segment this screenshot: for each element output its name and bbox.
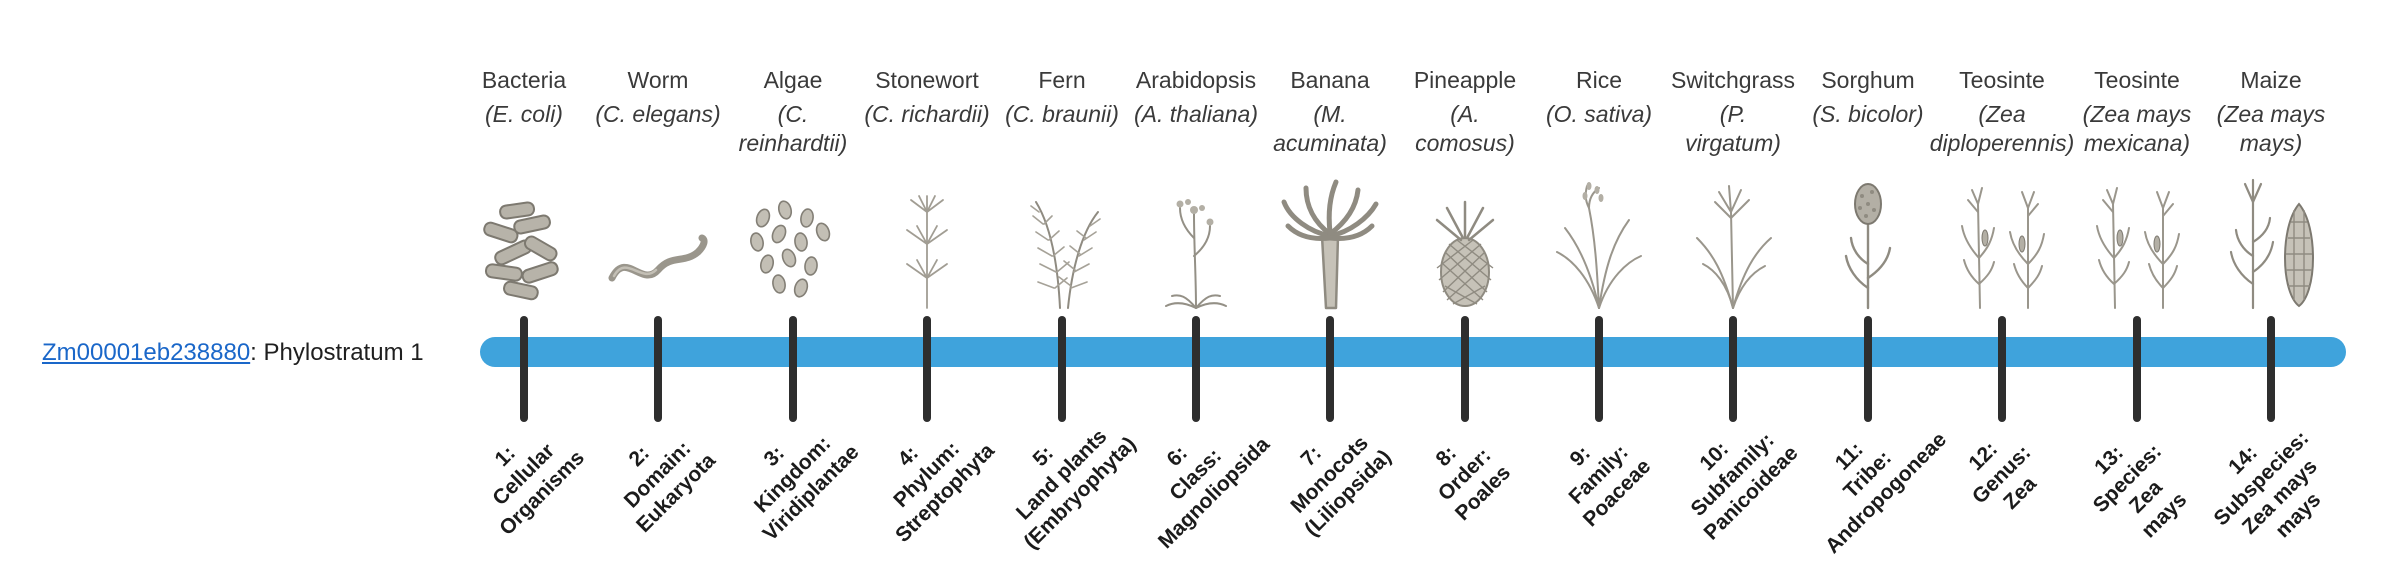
stratum-label: 7: Monocots (Liliopsida) xyxy=(1286,431,1396,541)
organism-header: Teosinte (Zea mays mexicana) xyxy=(2052,66,2222,158)
organism-common-name: Pineapple xyxy=(1413,67,1517,93)
teosinte-icon xyxy=(2052,164,2222,316)
stratum-label: 14: Subspecies: Zea mays mays xyxy=(2209,426,2326,543)
stratum-column: Stonewort (C. richardii) 4: Phylum: Stre… xyxy=(842,0,1012,580)
rice-icon xyxy=(1514,164,1684,316)
organism-header: Bacteria (E. coli) xyxy=(439,66,609,129)
organism-scientific-name: (C. reinhardtii) xyxy=(738,101,848,156)
organism-header: Stonewort (C. richardii) xyxy=(842,66,1012,129)
gene-id-link[interactable]: Zm00001eb238880 xyxy=(42,339,251,366)
stratum-label: 1: Cellular Organisms xyxy=(488,439,589,540)
stratum-column: Fern (C. braunii) 5: Land plants (Embryo… xyxy=(977,0,1147,580)
timeline-tick xyxy=(1729,316,1737,422)
organism-common-name: Maize xyxy=(2240,67,2302,93)
organism-header: Worm (C. elegans) xyxy=(573,66,743,129)
organism-scientific-name: (C. elegans) xyxy=(595,101,721,127)
phylostratum-text: : Phylostratum 1 xyxy=(250,339,424,366)
fern-icon xyxy=(977,164,1147,316)
timeline-tick xyxy=(1461,316,1469,422)
organism-scientific-name: (Zea mays mays) xyxy=(2216,101,2326,156)
organism-common-name: Switchgrass xyxy=(1671,67,1795,93)
timeline-tick xyxy=(923,316,931,422)
organism-common-name: Banana xyxy=(1290,67,1370,93)
timeline-tick xyxy=(1326,316,1334,422)
organism-scientific-name: (C. braunii) xyxy=(1005,101,1119,127)
organism-common-name: Rice xyxy=(1575,67,1622,93)
organism-scientific-name: (E. coli) xyxy=(485,101,563,127)
pineapple-icon xyxy=(1380,164,1550,316)
stratum-column: Worm (C. elegans) 2: Domain: Eukaryota xyxy=(573,0,743,580)
stratum-column: Pineapple (A. comosus) 8: Order: Poales xyxy=(1380,0,1550,580)
organism-common-name: Worm xyxy=(627,67,689,93)
timeline-tick xyxy=(1058,316,1066,422)
organism-scientific-name: (P. virgatum) xyxy=(1685,101,1781,156)
stratum-column: Switchgrass (P. virgatum) 10: Subfamily:… xyxy=(1648,0,1818,580)
organism-header: Pineapple (A. comosus) xyxy=(1380,66,1550,158)
organism-common-name: Sorghum xyxy=(1821,67,1915,93)
stratum-label: 9: Family: Poaceae xyxy=(1564,440,1656,532)
stratum-column: Maize (Zea mays mays) 14: Subspecies: Ze… xyxy=(2186,0,2356,580)
algae-icon xyxy=(708,164,878,316)
timeline-tick xyxy=(2133,316,2141,422)
maize-icon xyxy=(2186,164,2356,316)
timeline-tick xyxy=(520,316,528,422)
timeline-tick xyxy=(1864,316,1872,422)
gene-label: Zm00001eb238880: Phylostratum 1 xyxy=(42,339,424,367)
organism-common-name: Teosinte xyxy=(2094,67,2180,93)
organism-common-name: Fern xyxy=(1038,67,1086,93)
stratum-column: Bacteria (E. coli) 1: Cellular Organisms xyxy=(439,0,609,580)
organism-scientific-name: (A. thaliana) xyxy=(1133,101,1258,127)
organism-common-name: Arabidopsis xyxy=(1135,67,1257,93)
timeline-tick xyxy=(789,316,797,422)
sorghum-icon xyxy=(1783,164,1953,316)
timeline-tick xyxy=(1192,316,1200,422)
organism-header: Rice (O. sativa) xyxy=(1514,66,1684,129)
stonewort-icon xyxy=(842,164,1012,316)
arabidopsis-icon xyxy=(1111,164,1281,316)
organism-header: Arabidopsis (A. thaliana) xyxy=(1111,66,1281,129)
organism-header: Sorghum (S. bicolor) xyxy=(1783,66,1953,129)
organism-scientific-name: (A. comosus) xyxy=(1415,101,1515,156)
organism-scientific-name: (O. sativa) xyxy=(1545,101,1653,127)
organism-header: Teosinte (Zea diploperennis) xyxy=(1917,66,2087,158)
organism-header: Maize (Zea mays mays) xyxy=(2186,66,2356,158)
banana-icon xyxy=(1245,164,1415,316)
switchgrass-icon xyxy=(1648,164,1818,316)
stratum-column: Rice (O. sativa) 9: Family: Poaceae xyxy=(1514,0,1684,580)
organism-scientific-name: (Zea mays mexicana) xyxy=(2082,101,2192,156)
stratum-label: 13: Species: Zea mays xyxy=(2088,439,2192,543)
organism-header: Algae (C. reinhardtii) xyxy=(708,66,878,158)
organism-common-name: Algae xyxy=(763,67,823,93)
organism-scientific-name: (S. bicolor) xyxy=(1812,101,1924,127)
organism-common-name: Bacteria xyxy=(481,67,567,93)
worm-icon xyxy=(573,164,743,316)
stratum-label: 8: Order: Poales xyxy=(1431,441,1516,526)
organism-scientific-name: (Zea diploperennis) xyxy=(1929,101,2075,156)
organism-common-name: Stonewort xyxy=(875,67,979,93)
stratum-column: Teosinte (Zea diploperennis) 12: Genus: … xyxy=(1917,0,2087,580)
stratum-label: 2: Domain: Eukaryota xyxy=(619,436,721,538)
organism-header: Banana (M. acuminata) xyxy=(1245,66,1415,158)
timeline-tick xyxy=(2267,316,2275,422)
timeline-tick xyxy=(1595,316,1603,422)
organism-scientific-name: (M. acuminata) xyxy=(1273,101,1387,156)
stratum-column: Banana (M. acuminata) 7: Monocots (Lilio… xyxy=(1245,0,1415,580)
stratum-column: Sorghum (S. bicolor) 11: Tribe: Andropog… xyxy=(1783,0,1953,580)
organism-header: Switchgrass (P. virgatum) xyxy=(1648,66,1818,158)
bacteria-icon xyxy=(439,164,609,316)
timeline-tick xyxy=(654,316,662,422)
stratum-column: Teosinte (Zea mays mexicana) 13: Species… xyxy=(2052,0,2222,580)
organism-common-name: Teosinte xyxy=(1959,67,2045,93)
timeline-tick xyxy=(1998,316,2006,422)
stratum-label: 12: Genus: Zea xyxy=(1964,437,2041,514)
teosinte-icon xyxy=(1917,164,2087,316)
stratum-column: Arabidopsis (A. thaliana) 6: Class: Magn… xyxy=(1111,0,1281,580)
organism-scientific-name: (C. richardii) xyxy=(864,101,990,127)
stratum-column: Algae (C. reinhardtii) 3: Kingdom: Virid… xyxy=(708,0,878,580)
organism-header: Fern (C. braunii) xyxy=(977,66,1147,129)
